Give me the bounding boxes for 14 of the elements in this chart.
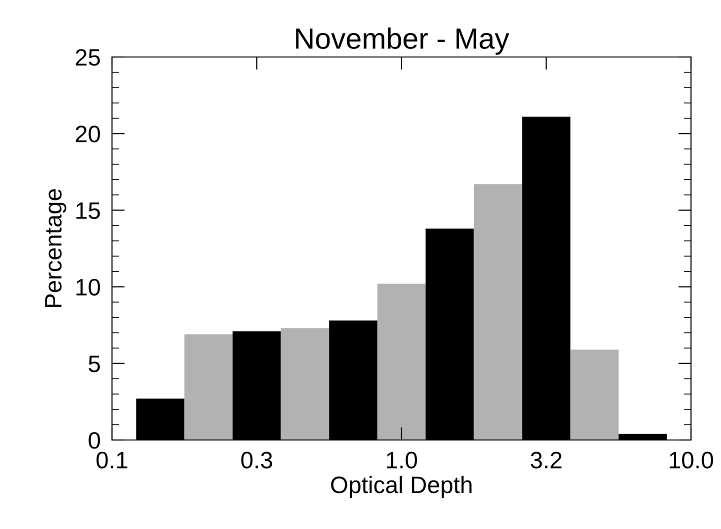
y-tick-label: 0 xyxy=(88,432,100,449)
y-tick-label: 15 xyxy=(76,202,100,219)
y-axis-title: Percentage xyxy=(45,189,66,307)
x-axis-title: Optical Depth xyxy=(331,476,472,498)
y-tick-label: 5 xyxy=(88,356,100,372)
x-tick-label: 0.1 xyxy=(96,452,128,468)
y-tick-label: 10 xyxy=(76,278,100,296)
x-tick-label: 10.0 xyxy=(670,452,714,468)
y-tick-label: 25 xyxy=(76,49,100,66)
chart-title: November - May xyxy=(296,28,510,55)
x-tick-label: 1.0 xyxy=(386,452,417,468)
x-tick-label: 0.3 xyxy=(241,452,272,468)
y-tick-label: 20 xyxy=(76,126,100,142)
x-tick-label: 3.2 xyxy=(530,452,562,468)
